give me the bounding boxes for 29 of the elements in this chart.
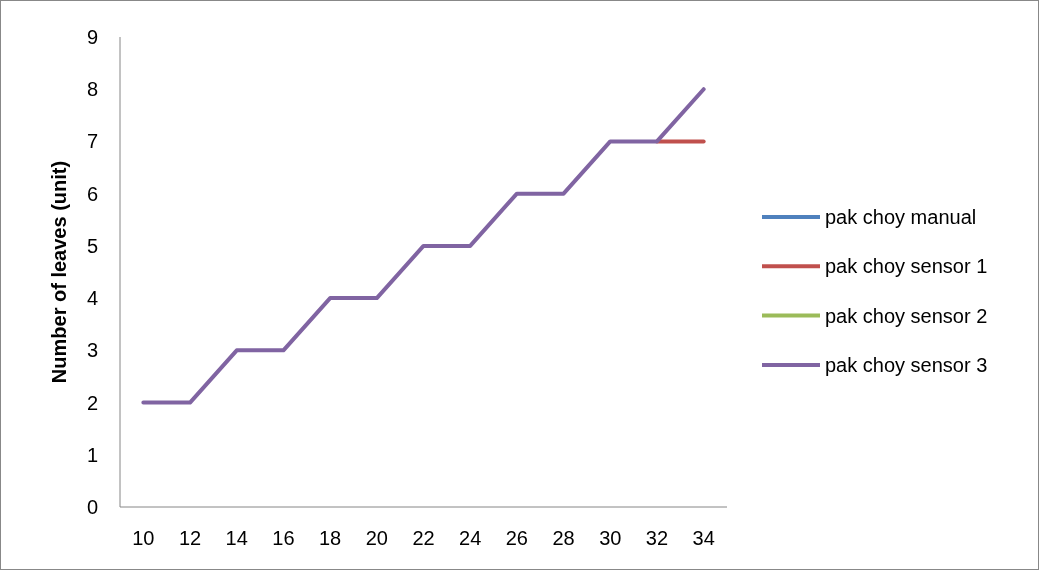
x-tick-label: 22 xyxy=(412,527,435,549)
x-tick-label: 26 xyxy=(505,527,529,549)
x-tick-label: 10 xyxy=(132,527,155,549)
y-tick-label: 2 xyxy=(86,391,98,414)
y-tick-label: 7 xyxy=(86,130,98,153)
x-tick-label: 14 xyxy=(225,527,248,549)
x-tick-label: 16 xyxy=(272,527,295,549)
x-tick-label: 34 xyxy=(692,527,715,549)
y-tick-label: 3 xyxy=(86,339,98,362)
y-axis-title: Number of leaves (unit) xyxy=(48,160,70,384)
y-tick-label: 6 xyxy=(86,182,98,205)
line-series xyxy=(141,87,706,405)
legend-label: pak choy manual xyxy=(825,206,977,228)
legend-label: pak choy sensor 1 xyxy=(825,255,988,278)
legend-label: pak choy sensor 2 xyxy=(825,304,988,327)
x-tick-label: 12 xyxy=(178,527,202,549)
y-tick-label: 9 xyxy=(86,26,98,48)
y-tick-label: 0 xyxy=(86,496,98,518)
y-tick-label: 1 xyxy=(86,443,98,466)
x-tick-label: 18 xyxy=(318,527,342,549)
x-tick-label: 24 xyxy=(459,527,482,549)
x-tick-label: 32 xyxy=(645,527,669,549)
y-tick-label: 8 xyxy=(86,78,98,101)
x-tick-label: 20 xyxy=(365,527,388,549)
x-tick-label: 28 xyxy=(552,527,575,549)
y-tick-label: 4 xyxy=(86,287,98,310)
x-tick-label: 30 xyxy=(599,527,622,549)
legend-label: pak choy sensor 3 xyxy=(825,353,988,376)
y-tick-label: 5 xyxy=(86,234,98,257)
